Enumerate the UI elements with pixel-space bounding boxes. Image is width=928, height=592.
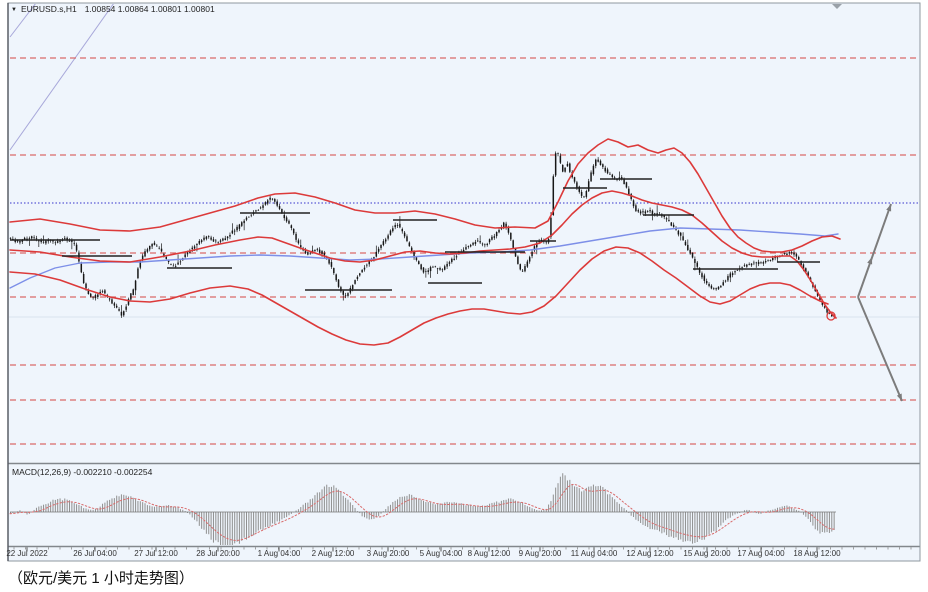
time-axis-label: 12 Aug 12:00 — [626, 549, 674, 558]
collapse-triangle-icon[interactable]: ▼ — [11, 7, 17, 13]
symbol-timeframe-label: EURUSD.s,H1 — [20, 4, 77, 14]
time-axis-label: 8 Aug 12:00 — [467, 549, 511, 558]
time-axis-label: 15 Aug 20:00 — [683, 549, 731, 558]
time-axis-label: 27 Jul 12:00 — [134, 549, 178, 558]
time-axis-label: 26 Jul 04:00 — [73, 549, 117, 558]
time-axis-label: 3 Aug 20:00 — [366, 549, 410, 558]
time-axis-label: 9 Aug 20:00 — [518, 549, 562, 558]
time-axis-label: 11 Aug 04:00 — [570, 549, 618, 558]
time-axis-label: 28 Jul 20:00 — [196, 549, 240, 558]
time-axis-label: 17 Aug 04:00 — [737, 549, 785, 558]
time-axis-label: 5 Aug 04:00 — [419, 549, 463, 558]
time-axis-label: 22 Jul 2022 — [6, 549, 48, 558]
ohlc-quotes-label: 1.00854 1.00864 1.00801 1.00801 — [84, 4, 215, 14]
time-axis-label: 2 Aug 12:00 — [311, 549, 355, 558]
time-axis-label: 1 Aug 04:00 — [257, 549, 301, 558]
time-axis-label: 18 Aug 12:00 — [793, 549, 841, 558]
macd-indicator-label: MACD(12,26,9) -0.002210 -0.002254 — [12, 467, 153, 477]
chart-caption: （欧元/美元 1 小时走势图） — [8, 570, 194, 587]
chart-title-bar: ▼ EURUSD.s,H1 1.00854 1.00864 1.00801 1.00… — [11, 4, 215, 14]
time-axis[interactable]: 22 Jul 2022 26 Jul 04:00 27 Jul 12:00 28 Ju… — [0, 549, 928, 561]
